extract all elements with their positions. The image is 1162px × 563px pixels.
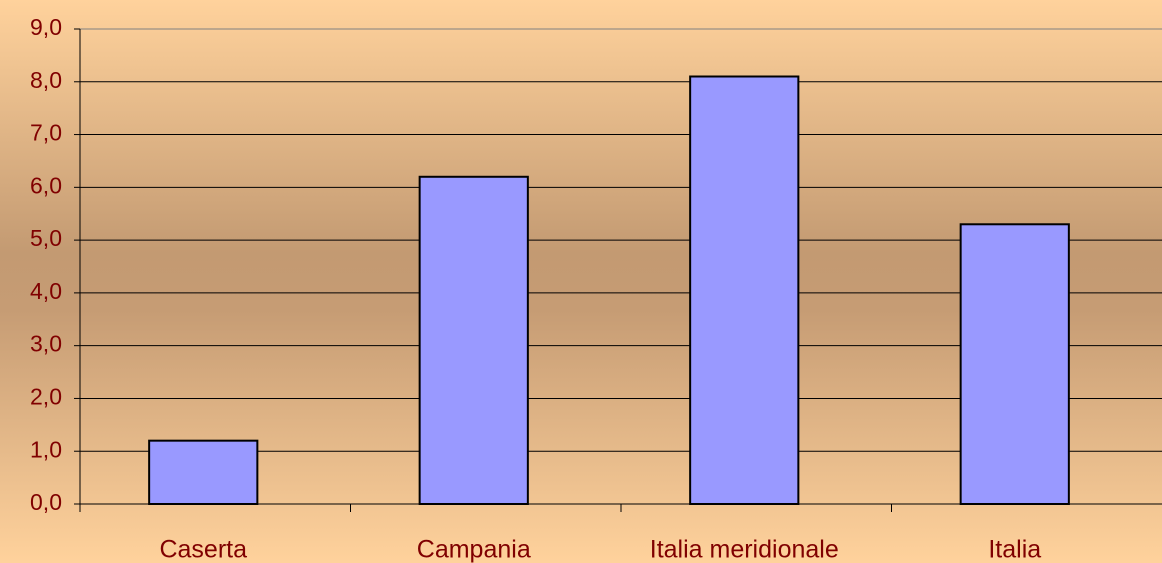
x-tick-label: Campania bbox=[417, 536, 531, 563]
y-tick-label: 0,0 bbox=[30, 489, 62, 515]
y-tick-label: 3,0 bbox=[30, 331, 62, 357]
y-tick-label: 8,0 bbox=[30, 67, 62, 93]
x-tick-label: Italia bbox=[988, 536, 1041, 563]
y-tick-label: 7,0 bbox=[30, 120, 62, 146]
y-tick-label: 4,0 bbox=[30, 278, 62, 304]
x-tick-label: Caserta bbox=[159, 536, 247, 563]
y-tick-label: 1,0 bbox=[30, 436, 62, 462]
bar bbox=[959, 223, 1070, 505]
bar bbox=[148, 439, 259, 505]
y-tick-label: 9,0 bbox=[30, 14, 62, 40]
y-tick-label: 2,0 bbox=[30, 384, 62, 410]
y-tick-label: 5,0 bbox=[30, 225, 62, 251]
bar bbox=[418, 175, 529, 505]
bar bbox=[689, 75, 800, 505]
x-tick-label: Italia meridionale bbox=[650, 536, 839, 563]
y-tick-label: 6,0 bbox=[30, 172, 62, 198]
